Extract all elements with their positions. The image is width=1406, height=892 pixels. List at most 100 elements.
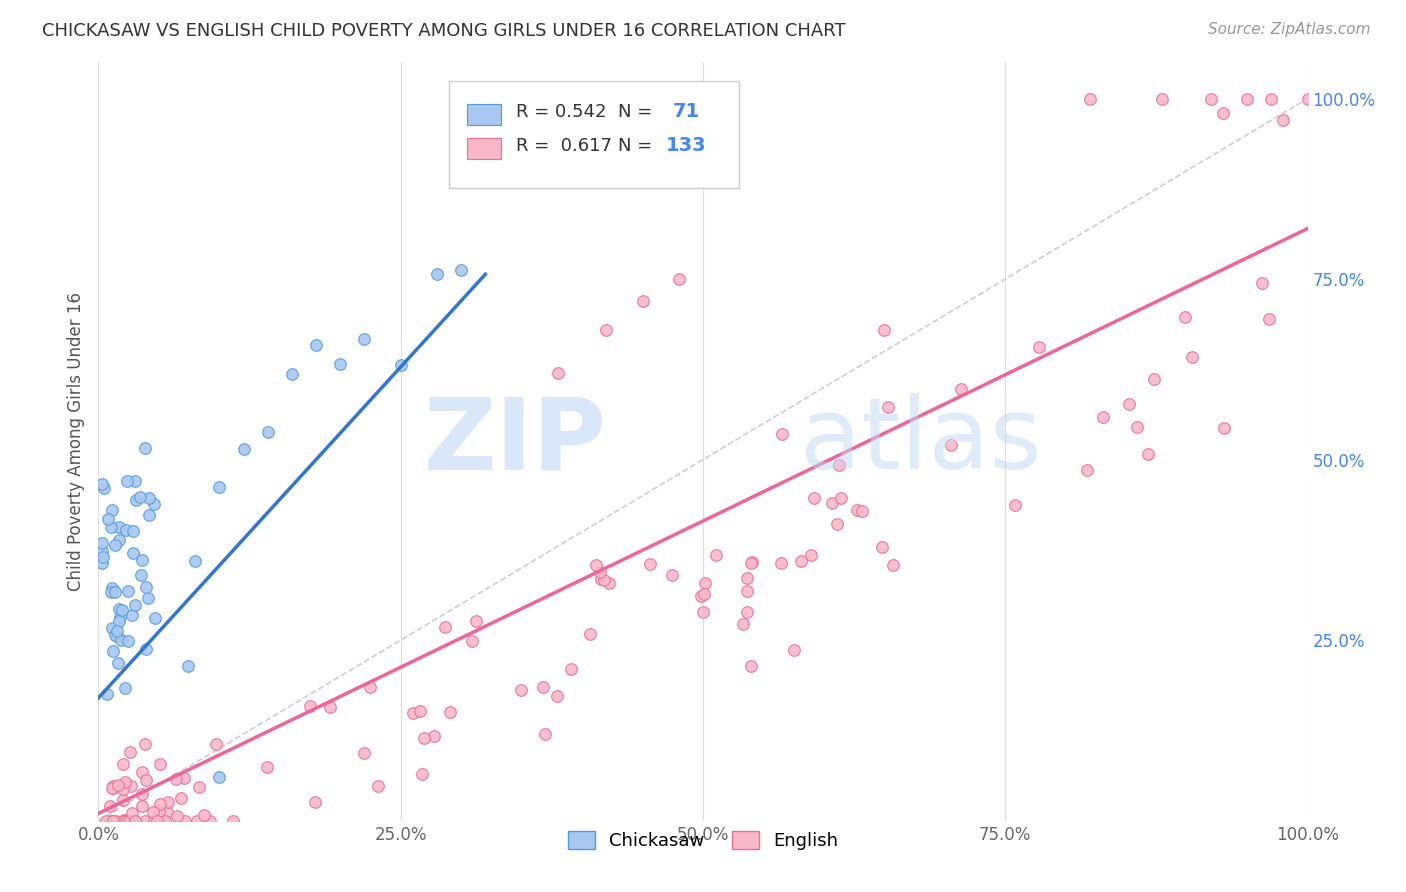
Point: [1236, 91, 1258, 105]
Point: [735, 584, 758, 599]
Point: [186, 814, 208, 828]
Text: R = 0.542: R = 0.542: [516, 103, 606, 120]
Point: [142, 497, 165, 511]
Point: [939, 438, 962, 452]
Point: [93, 550, 115, 565]
Point: [560, 662, 582, 676]
Point: [735, 571, 758, 585]
Y-axis label: Child Poverty Among Girls Under 16: Child Poverty Among Girls Under 16: [66, 292, 84, 591]
Point: [131, 765, 153, 780]
Point: [104, 814, 127, 828]
Point: [461, 633, 484, 648]
Point: [533, 726, 555, 740]
Point: [585, 558, 607, 573]
Point: [122, 546, 145, 560]
Point: [232, 442, 254, 456]
Point: [851, 504, 873, 518]
Point: [426, 267, 449, 281]
Point: [105, 624, 128, 639]
Point: [101, 780, 124, 795]
Point: [1004, 498, 1026, 512]
Point: [949, 382, 972, 396]
Point: [96, 687, 118, 701]
Point: [828, 458, 851, 472]
Point: [149, 756, 172, 771]
Point: [91, 544, 114, 558]
Point: [124, 814, 146, 828]
Point: [1272, 113, 1295, 128]
Point: [689, 589, 711, 603]
Point: [692, 605, 714, 619]
Point: [110, 609, 132, 624]
Point: [579, 627, 602, 641]
Text: CHICKASAW VS ENGLISH CHILD POVERTY AMONG GIRLS UNDER 16 CORRELATION CHART: CHICKASAW VS ENGLISH CHILD POVERTY AMONG…: [42, 22, 846, 40]
Point: [740, 659, 762, 673]
Point: [131, 787, 153, 801]
Text: ZIP: ZIP: [423, 393, 606, 490]
Text: R =  0.617: R = 0.617: [516, 136, 612, 155]
Legend: Chickasaw, English: Chickasaw, English: [561, 823, 845, 857]
Point: [108, 615, 131, 629]
Point: [131, 553, 153, 567]
Point: [1118, 397, 1140, 411]
Point: [100, 585, 122, 599]
Point: [1199, 91, 1222, 105]
Point: [115, 523, 138, 537]
Point: [1258, 312, 1281, 326]
Point: [695, 575, 717, 590]
Point: [256, 760, 278, 774]
Point: [129, 490, 152, 504]
Point: [830, 491, 852, 506]
Text: N =: N =: [619, 136, 652, 155]
Point: [122, 524, 145, 538]
Point: [1136, 447, 1159, 461]
Point: [103, 814, 125, 828]
Point: [353, 332, 375, 346]
Point: [735, 605, 758, 619]
Point: [107, 657, 129, 671]
Point: [359, 680, 381, 694]
Point: [97, 512, 120, 526]
Point: [319, 700, 342, 714]
Point: [413, 731, 436, 745]
Point: [107, 778, 129, 792]
Point: [1028, 340, 1050, 354]
Point: [800, 548, 823, 562]
Point: [148, 804, 170, 818]
Text: atlas: atlas: [800, 393, 1042, 490]
Point: [91, 536, 114, 550]
Point: [136, 591, 159, 606]
Point: [173, 772, 195, 786]
Text: 71: 71: [673, 103, 700, 121]
Point: [1092, 410, 1115, 425]
Point: [103, 779, 125, 793]
Point: [589, 572, 612, 586]
Point: [1152, 91, 1174, 105]
Point: [304, 795, 326, 809]
Point: [1143, 371, 1166, 385]
Point: [589, 565, 612, 579]
Point: [134, 814, 156, 828]
Point: [94, 814, 117, 828]
Point: [120, 779, 142, 793]
Point: [770, 556, 793, 570]
Point: [1174, 310, 1197, 324]
Point: [733, 616, 755, 631]
Point: [1212, 106, 1234, 120]
Point: [104, 538, 127, 552]
Point: [100, 581, 122, 595]
Point: [444, 91, 467, 105]
Point: [401, 706, 423, 720]
Point: [821, 496, 844, 510]
Point: [1296, 91, 1319, 105]
Point: [882, 558, 904, 572]
Point: [100, 503, 122, 517]
Point: [790, 554, 813, 568]
Point: [124, 598, 146, 612]
Point: [256, 425, 278, 439]
Point: [668, 272, 690, 286]
Point: [877, 400, 900, 414]
Point: [631, 293, 654, 308]
Point: [115, 474, 138, 488]
Point: [138, 508, 160, 522]
